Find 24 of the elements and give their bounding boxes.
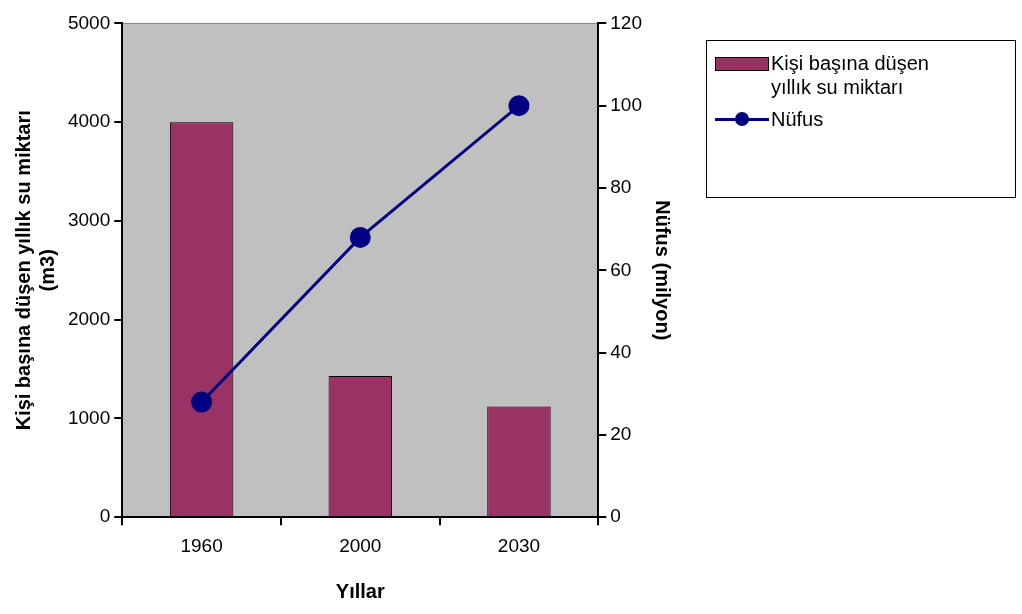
legend-label: Kişi başına düşen yıllık su miktarı bbox=[771, 51, 930, 99]
y2-tick-label: 120 bbox=[610, 11, 642, 33]
y-tick-label: 0 bbox=[99, 505, 111, 527]
y2-tick-label: 20 bbox=[610, 423, 632, 445]
x-tick-label: 1960 bbox=[180, 534, 223, 556]
y2-tick-label: 60 bbox=[610, 258, 632, 280]
y-tick-label: 3000 bbox=[67, 209, 111, 231]
legend-label: Nüfus bbox=[771, 107, 825, 131]
y-axis-title: Kişi başına düşen yıllık su miktarı (m3) bbox=[11, 110, 58, 431]
y2-tick-label: 40 bbox=[610, 340, 632, 362]
y-tick-label: 2000 bbox=[67, 307, 111, 329]
point bbox=[508, 95, 530, 117]
y-tick-label: 1000 bbox=[67, 406, 111, 428]
y-tick-label: 5000 bbox=[67, 11, 111, 33]
y-tick-label: 4000 bbox=[67, 110, 111, 132]
y2-tick-label: 80 bbox=[610, 176, 632, 198]
x-axis-title: Yıllar bbox=[335, 579, 385, 602]
y2-tick-label: 100 bbox=[610, 93, 642, 115]
point bbox=[349, 226, 371, 248]
y2-tick-label: 0 bbox=[610, 505, 621, 527]
y2-axis-title: Nüfus (milyon) bbox=[652, 200, 675, 341]
x-tick-label: 2030 bbox=[497, 534, 541, 556]
x-tick-label: 2000 bbox=[339, 534, 382, 556]
point bbox=[191, 391, 213, 413]
